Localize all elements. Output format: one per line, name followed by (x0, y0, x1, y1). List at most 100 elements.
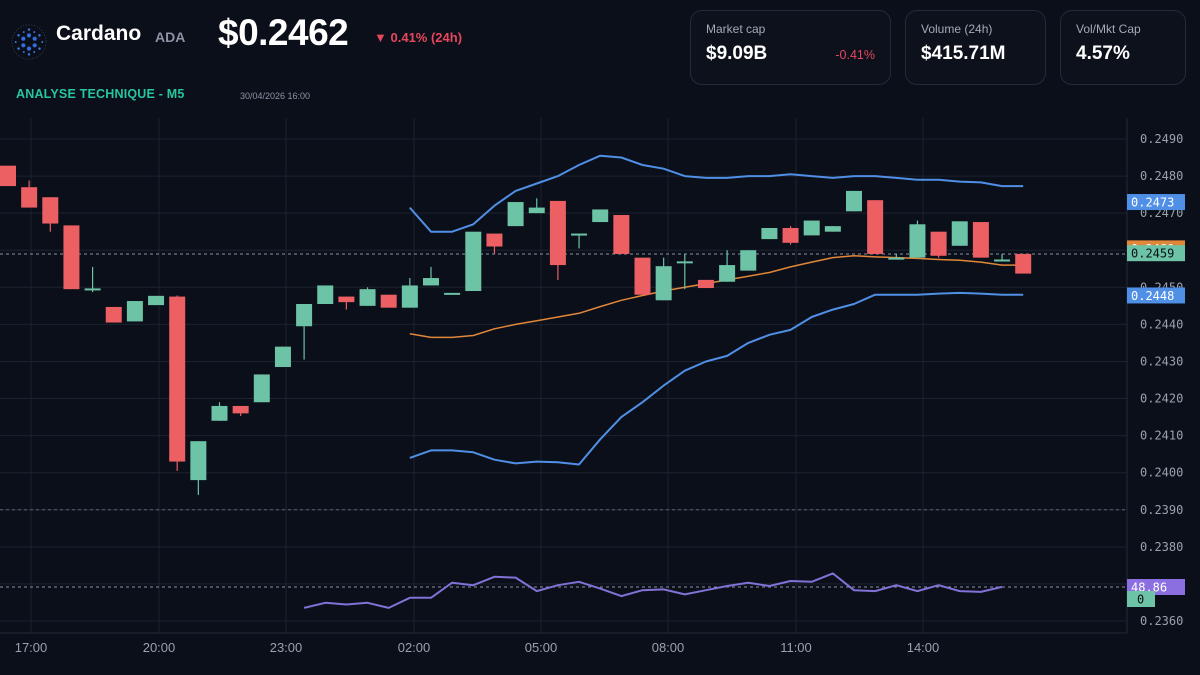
candle (486, 233, 503, 254)
time-axis-label: 11:00 (780, 640, 812, 655)
time-axis-label: 20:00 (143, 640, 176, 655)
price-tag: 0 (1127, 591, 1155, 607)
time-axis-label: 02:00 (398, 640, 431, 655)
chart-grid (0, 118, 1128, 634)
candle (571, 233, 588, 249)
candle (401, 278, 418, 308)
candle (380, 294, 397, 308)
price-axis-label: 0.2490 (1140, 132, 1183, 146)
candle (105, 306, 122, 323)
svg-text:0.2459: 0.2459 (1131, 247, 1174, 261)
indicator-lines (409, 154, 1024, 466)
timestamp: 30/04/2026 16:00 (240, 91, 311, 101)
rsi-line (303, 572, 1003, 609)
candle (824, 226, 841, 232)
current-price: $0.2462 (218, 12, 349, 53)
price-tag: 0.2459 (1127, 245, 1185, 262)
candle (507, 202, 524, 227)
svg-text:0: 0 (1137, 593, 1144, 607)
candle (634, 257, 651, 295)
candle (190, 441, 207, 495)
candle (803, 220, 820, 236)
market-cap-card: Market cap $9.09B -0.41% (690, 10, 891, 85)
market-cap-label: Market cap (706, 22, 766, 36)
price-axis-label: 0.2480 (1140, 169, 1183, 183)
svg-text:0.2473: 0.2473 (1131, 196, 1174, 210)
coin-symbol: ADA (155, 29, 186, 45)
vol-mkt-cap-label: Vol/Mkt Cap (1076, 22, 1141, 36)
time-axis-label: 08:00 (652, 640, 685, 655)
candle (338, 296, 355, 310)
price-axis-label: 0.2360 (1140, 614, 1183, 628)
market-cap-change: -0.41% (835, 48, 875, 62)
price-axis-label: 0.2400 (1140, 466, 1183, 480)
candle (1015, 253, 1032, 274)
candle (528, 198, 545, 214)
time-axis-label: 23:00 (270, 640, 303, 655)
time-axis-label: 05:00 (525, 640, 558, 655)
candle (697, 279, 714, 289)
price-axis-label: 0.2420 (1140, 392, 1183, 406)
candle (867, 200, 884, 254)
volume-value: $415.71M (921, 43, 1006, 64)
candle (549, 200, 566, 280)
candle (84, 266, 101, 293)
candle (21, 180, 38, 208)
candle (740, 250, 757, 271)
candle (126, 301, 143, 322)
price-axis-label: 0.2440 (1140, 317, 1183, 331)
candle (296, 303, 313, 360)
price-axis-label: 0.2390 (1140, 503, 1183, 517)
candle (232, 405, 249, 416)
price-tag: 0.2473 (1127, 194, 1185, 211)
candle (465, 231, 482, 292)
price-change-text: 0.41% (24h) (390, 30, 463, 45)
price-tag: 0.2448 (1127, 287, 1185, 304)
coin-name: Cardano (56, 22, 142, 45)
market-cap-value: $9.09B (706, 43, 768, 64)
volume-card: Volume (24h) $415.71M (905, 10, 1046, 85)
vol-mkt-cap-value: 4.57% (1076, 43, 1130, 64)
candle (655, 257, 672, 301)
price-axis-label: 0.2410 (1140, 429, 1183, 443)
candle (211, 402, 228, 421)
cardano-logo-icon (11, 24, 47, 60)
candle (930, 231, 947, 258)
time-axis-label: 14:00 (907, 640, 940, 655)
candle (994, 253, 1011, 262)
candle (423, 266, 439, 286)
candle (761, 227, 778, 240)
candle (444, 292, 461, 295)
candle (317, 285, 334, 304)
svg-text:0.2448: 0.2448 (1131, 289, 1174, 303)
candlesticks (0, 165, 1032, 495)
bb-lower-line (409, 291, 1024, 466)
down-arrow-icon: ▼ (374, 30, 387, 45)
volume-label: Volume (24h) (921, 22, 993, 36)
candle (909, 220, 926, 258)
time-axis[interactable]: 17:00 20:00 23:00 02:00 05:00 08:00 11:00 14:00 (15, 640, 940, 655)
candle (676, 253, 693, 290)
candle (0, 165, 16, 187)
candle (888, 253, 905, 260)
price-axis-label: 0.2430 (1140, 354, 1183, 368)
bb-upper-line (409, 154, 1024, 233)
candle (972, 222, 989, 258)
ma-line (409, 255, 1024, 339)
candle (253, 374, 270, 403)
candle (169, 295, 186, 471)
price-axis-label: 0.2380 (1140, 540, 1183, 554)
analysis-title: ANALYSE TECHNIQUE - M5 (16, 87, 185, 101)
candle (719, 250, 736, 282)
candle (951, 221, 968, 246)
time-axis-label: 17:00 (15, 640, 48, 655)
candle (592, 209, 609, 223)
candle (274, 346, 291, 368)
candle (42, 197, 59, 232)
candle (148, 295, 165, 306)
candle (782, 226, 799, 245)
candle (63, 225, 80, 290)
candle (359, 287, 376, 306)
